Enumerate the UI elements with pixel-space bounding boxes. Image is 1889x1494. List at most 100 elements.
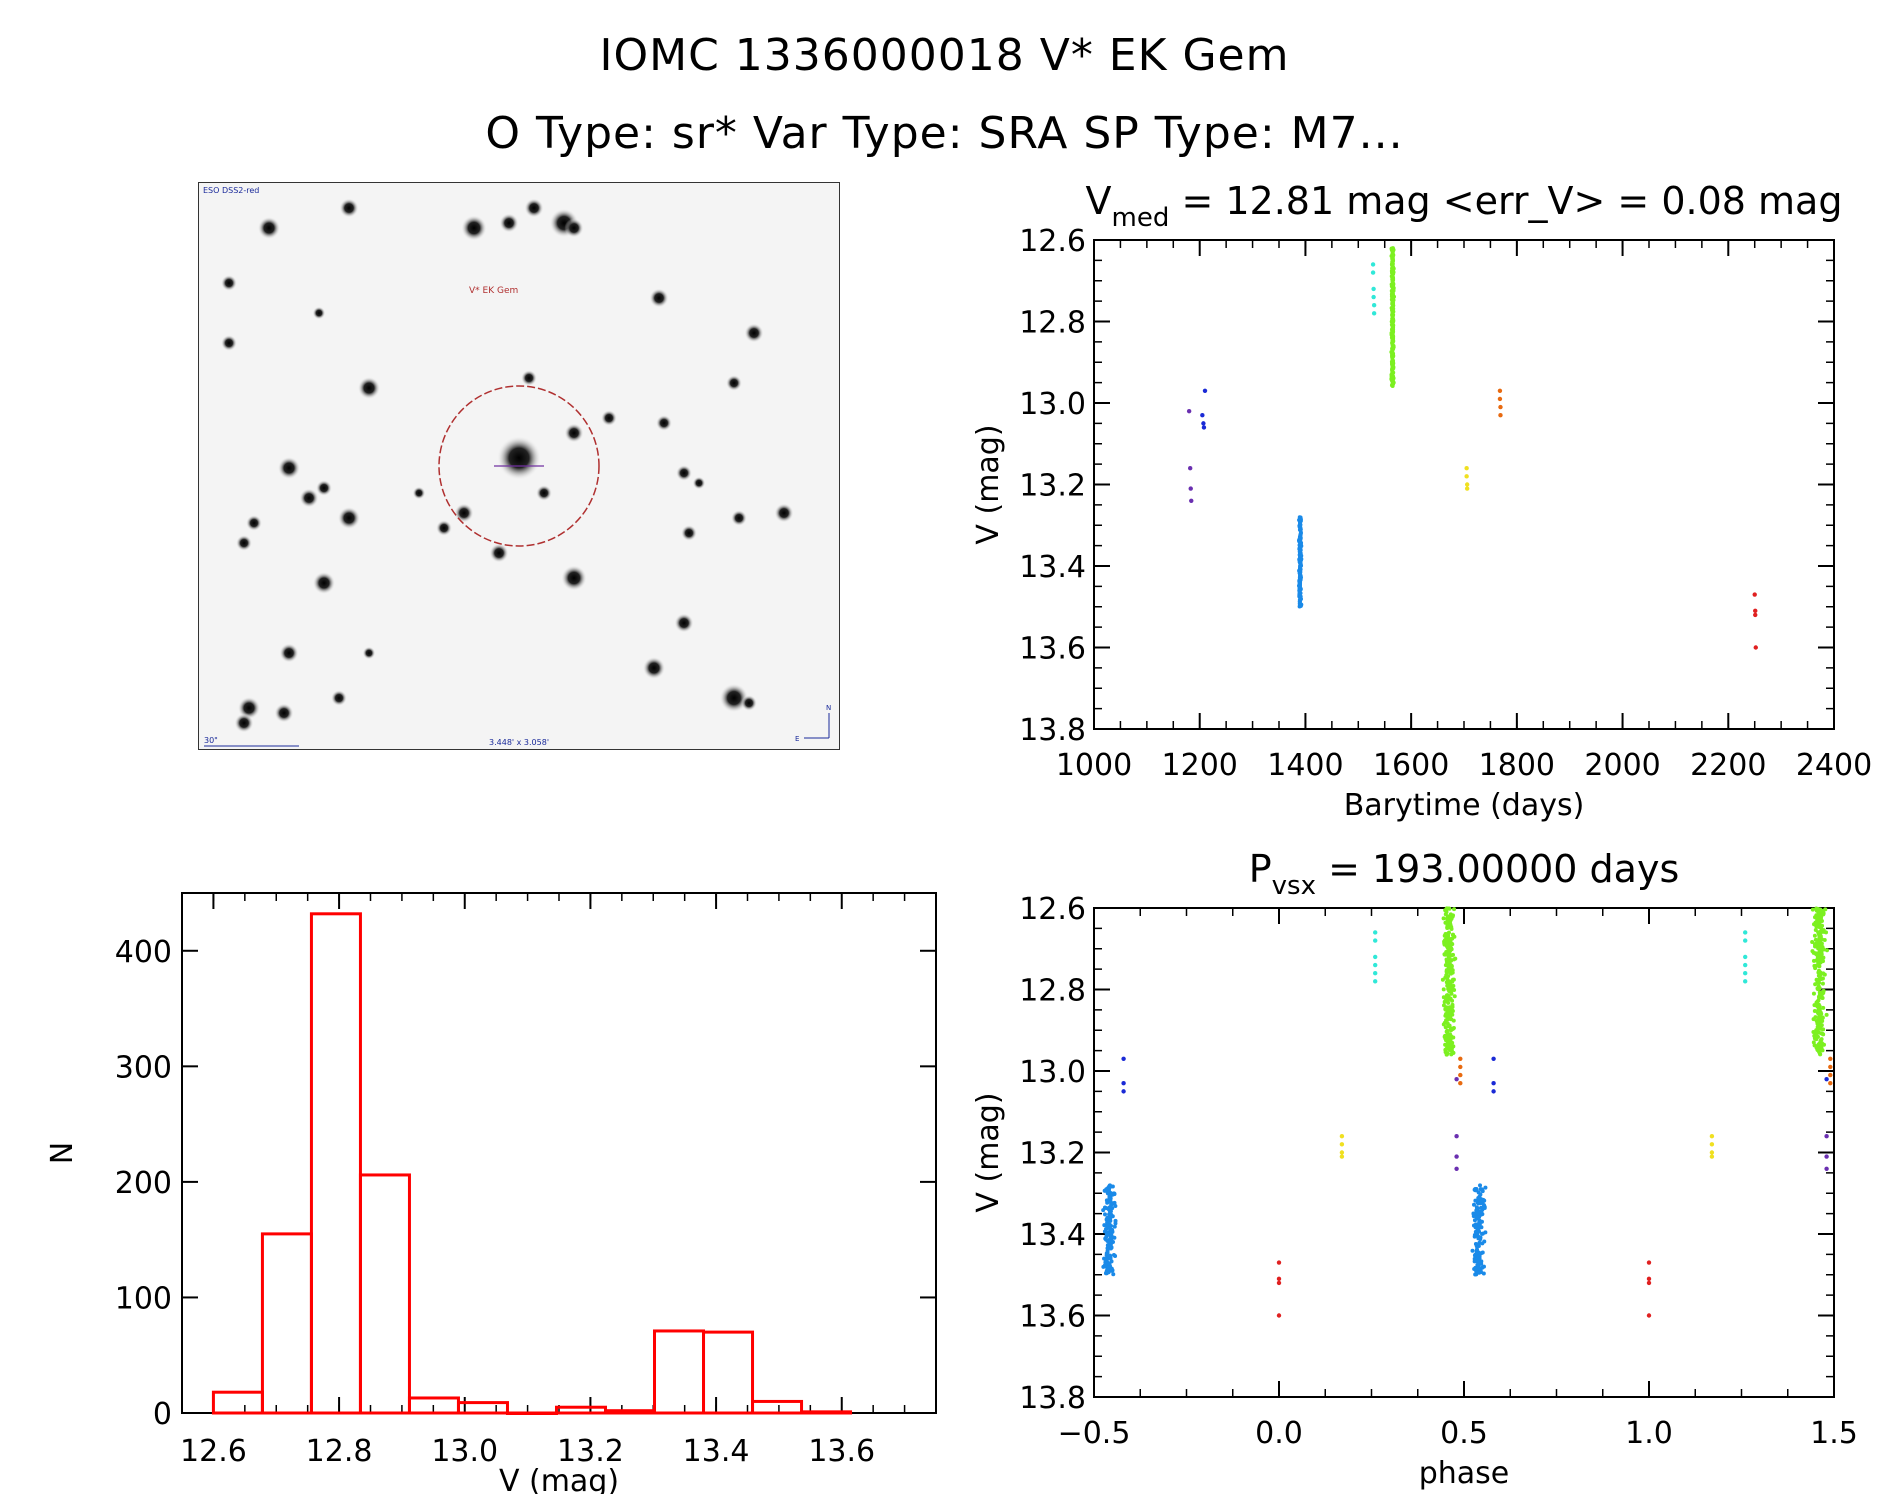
ph-point-green <box>1445 925 1450 930</box>
histogram-bars <box>211 912 853 1415</box>
lc-point-azure <box>1297 520 1302 525</box>
lc-point-red <box>1753 612 1758 618</box>
lightcurve-title: Vmed = 12.81 mag <err_V> = 0.08 mag <box>1086 179 1843 233</box>
phased-title: Pvsx = 193.00000 days <box>1249 847 1680 901</box>
lc-point-green <box>1389 292 1394 297</box>
ph-point-green <box>1818 1038 1823 1043</box>
finder-star <box>726 375 742 391</box>
ph-point-azure <box>1105 1267 1110 1272</box>
lc-point-blue <box>1200 413 1205 418</box>
lc-point-blue <box>1202 388 1208 393</box>
lc-point-azure <box>1297 585 1302 590</box>
lc-point-green <box>1391 381 1396 386</box>
phased-axes: −0.5 0.0 0.5 1.0 1.5 12.6 12.8 13.0 13.2 13.4 13.6… <box>1019 892 1858 1451</box>
lc-title-sub: med <box>1112 203 1170 233</box>
ph-point-green <box>1440 977 1445 982</box>
ph-point-orange <box>1828 1081 1833 1086</box>
hist-xtick-label: 12.8 <box>306 1434 373 1469</box>
ph-point-green <box>1817 977 1822 982</box>
hist-ytick-label: 400 <box>115 935 172 970</box>
finder-star <box>234 713 254 733</box>
ph-point-cyan <box>1743 971 1748 976</box>
ph-point-azure <box>1478 1200 1483 1205</box>
finder-star <box>719 683 749 713</box>
ph-point-orange <box>1458 1056 1463 1061</box>
finder-star <box>412 486 426 500</box>
histogram-bar <box>603 1409 657 1415</box>
ph-point-green <box>1816 961 1821 966</box>
lc-point-azure <box>1297 599 1302 604</box>
ph-point-green <box>1452 994 1457 999</box>
ph-point-green <box>1815 1019 1820 1024</box>
ph-point-red <box>1646 1280 1652 1286</box>
lc-point-blue <box>1201 421 1206 426</box>
lc-point-green <box>1391 287 1396 292</box>
histogram-xlabel: V (mag) <box>499 1464 619 1494</box>
ph-point-green <box>1442 952 1447 957</box>
ph-point-green <box>1446 1017 1451 1022</box>
ph-point-azure <box>1472 1234 1477 1239</box>
ph-point-green <box>1451 1050 1456 1055</box>
lc-xtick-label: 1400 <box>1267 748 1343 783</box>
ph-point-green <box>1450 977 1455 982</box>
ph-point-yellow <box>1709 1142 1715 1147</box>
ph-point-green <box>1819 937 1824 942</box>
finder-stars <box>221 198 794 733</box>
ph-point-green <box>1444 910 1449 915</box>
finder-star <box>454 503 474 523</box>
lc-point-purple <box>1186 408 1192 414</box>
lc-title-rest: = 12.81 mag <err_V> = 0.08 mag <box>1169 179 1842 223</box>
ph-ytick-label: 13.8 <box>1019 1381 1086 1416</box>
survey-label: ESO DSS2-red <box>203 186 259 195</box>
scale-label: 30" <box>204 736 218 745</box>
finder-star <box>521 370 537 386</box>
lc-point-azure <box>1298 572 1303 577</box>
ph-point-green <box>1444 1012 1449 1017</box>
lc-xtick-label: 2400 <box>1796 748 1872 783</box>
ph-point-azure <box>1475 1230 1480 1235</box>
finder-star <box>316 480 332 496</box>
ph-point-green <box>1816 981 1821 986</box>
ph-point-green <box>1449 964 1454 969</box>
ph-point-green <box>1444 969 1449 974</box>
ph-point-cyan <box>1743 938 1748 943</box>
lc-point-orange <box>1497 396 1503 402</box>
ph-title-rest: = 193.00000 days <box>1316 847 1679 891</box>
finder-star <box>692 476 706 490</box>
lc-point-green <box>1390 256 1395 261</box>
lc-point-azure <box>1298 563 1303 568</box>
ph-point-azure <box>1105 1248 1110 1253</box>
ph-point-azure <box>1480 1231 1485 1236</box>
finder-star <box>744 323 764 343</box>
ph-point-green <box>1446 974 1451 979</box>
ph-xtick-label: 0.5 <box>1440 1416 1488 1451</box>
lc-point-red <box>1753 645 1758 650</box>
ph-xtick-label: 0.0 <box>1255 1416 1303 1451</box>
lc-xtick-label: 1800 <box>1479 748 1555 783</box>
ph-point-azure <box>1478 1260 1483 1265</box>
ph-point-azure <box>1113 1218 1118 1223</box>
ph-point-green <box>1443 932 1448 937</box>
ph-point-azure <box>1102 1223 1107 1228</box>
lc-point-green <box>1390 246 1395 251</box>
ph-point-purple <box>1454 1166 1459 1172</box>
hist-ytick-label: 0 <box>153 1397 172 1432</box>
ph-point-green <box>1818 1051 1823 1056</box>
ph-point-blue <box>1824 1076 1829 1082</box>
lc-ytick-label: 13.2 <box>1019 469 1086 504</box>
ph-point-green <box>1816 907 1821 912</box>
finder-star <box>221 335 237 351</box>
finder-star <box>774 503 794 523</box>
ph-point-azure <box>1107 1213 1112 1218</box>
finder-star <box>337 506 361 530</box>
ph-point-green <box>1815 951 1820 956</box>
lc-title-text: Vmed = 12.81 mag <err_V> = 0.08 mag <box>1086 179 1843 233</box>
finder-star <box>499 213 519 233</box>
ph-point-azure <box>1105 1220 1110 1225</box>
ph-point-green <box>1445 983 1450 988</box>
ph-point-yellow <box>1339 1134 1345 1139</box>
ph-point-azure <box>1104 1187 1109 1192</box>
target-star <box>497 436 541 480</box>
lc-point-azure <box>1298 575 1303 580</box>
ph-point-green <box>1441 987 1446 992</box>
